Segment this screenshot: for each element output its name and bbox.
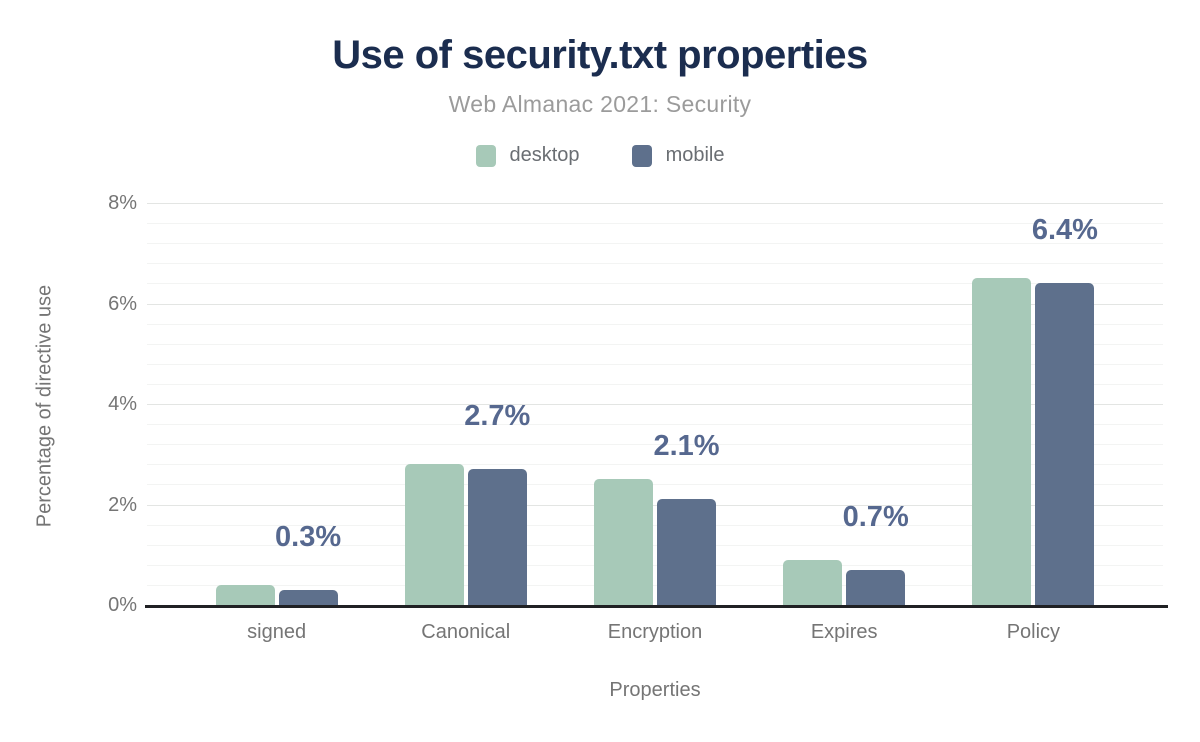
gridline-minor [147, 424, 1163, 426]
x-tick-label-canonical: Canonical [421, 621, 511, 643]
bar-mobile-signed[interactable] [278, 589, 338, 605]
gridline-minor [147, 564, 1163, 566]
x-tick-label-signed: signed [247, 621, 307, 643]
bar-desktop-expires[interactable] [783, 559, 843, 605]
gridline-minor [147, 243, 1163, 245]
data-label-policy: 6.4% [1031, 214, 1098, 247]
y-tick-label: 0% [108, 594, 137, 616]
x-tick-label-encryption: Encryption [607, 621, 703, 643]
gridline-minor [147, 444, 1163, 446]
bar-desktop-policy[interactable] [972, 278, 1032, 605]
bar-mobile-policy[interactable] [1035, 283, 1095, 605]
legend: desktop mobile [0, 144, 1200, 167]
data-label-expires: 0.7% [842, 500, 909, 533]
gridline-minor [147, 484, 1163, 486]
data-label-canonical: 2.7% [464, 400, 531, 433]
y-tick-label: 2% [108, 493, 137, 516]
gridline-major [147, 504, 1163, 506]
bar-desktop-encryption[interactable] [594, 479, 653, 605]
bar-mobile-expires[interactable] [846, 569, 906, 605]
legend-label-desktop: desktop [509, 144, 580, 166]
legend-label-mobile: mobile [665, 144, 725, 166]
gridline-minor [147, 544, 1163, 546]
gridline-minor [147, 524, 1163, 526]
chart-subtitle: Web Almanac 2021: Security [448, 91, 752, 117]
data-label-encryption: 2.1% [653, 430, 720, 463]
legend-swatch-desktop-icon [475, 144, 496, 167]
gridline-minor [147, 323, 1163, 325]
gridline-minor [147, 283, 1163, 285]
bar-desktop-canonical[interactable] [404, 464, 464, 605]
x-axis-line [145, 605, 1168, 608]
gridline-minor [147, 263, 1163, 265]
x-axis-title: Properties [609, 679, 701, 701]
y-tick-label: 8% [108, 192, 137, 214]
x-tick-label-policy: Policy [1006, 621, 1061, 643]
legend-swatch-mobile-icon [631, 144, 652, 167]
y-tick-label: 6% [108, 292, 137, 315]
bar-mobile-encryption[interactable] [657, 499, 716, 605]
gridline-minor [147, 223, 1163, 225]
gridline-major [147, 303, 1163, 305]
legend-item-desktop: desktop [475, 144, 580, 167]
legend-item-mobile: mobile [631, 144, 725, 167]
bar-mobile-canonical[interactable] [467, 469, 527, 605]
gridline-major [147, 203, 1163, 204]
y-tick-label: 4% [108, 393, 137, 415]
y-axis-title: Percentage of directive use [33, 284, 56, 528]
gridline-minor [147, 464, 1163, 466]
gridline-minor [147, 343, 1163, 345]
gridline-major [147, 404, 1163, 405]
gridline-minor [147, 363, 1163, 365]
gridline-minor [147, 383, 1163, 385]
chart-title: Use of security.txt properties [332, 33, 868, 77]
gridline-minor [147, 584, 1163, 586]
x-tick-label-expires: Expires [810, 621, 878, 643]
bar-desktop-signed[interactable] [215, 584, 275, 605]
data-label-signed: 0.3% [275, 520, 342, 553]
